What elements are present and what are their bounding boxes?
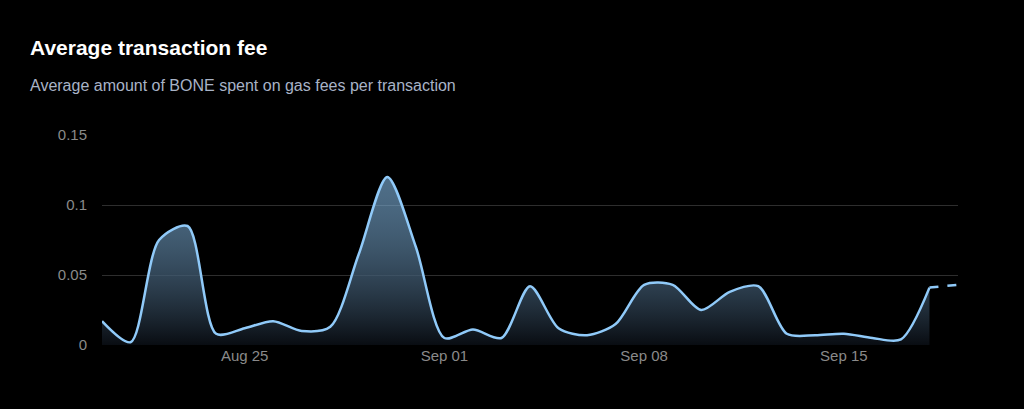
svg-text:Average transaction fee: Average transaction fee [30,36,267,59]
svg-text:Average amount of BONE spent o: Average amount of BONE spent on gas fees… [30,77,456,94]
svg-text:0.15: 0.15 [58,126,87,143]
svg-text:0.1: 0.1 [66,196,87,213]
svg-text:0.05: 0.05 [58,266,87,283]
svg-text:Sep 15: Sep 15 [820,347,868,364]
svg-text:0: 0 [79,336,87,353]
svg-text:Aug 25: Aug 25 [221,347,269,364]
svg-text:Sep 01: Sep 01 [421,347,469,364]
svg-text:Sep 08: Sep 08 [620,347,668,364]
